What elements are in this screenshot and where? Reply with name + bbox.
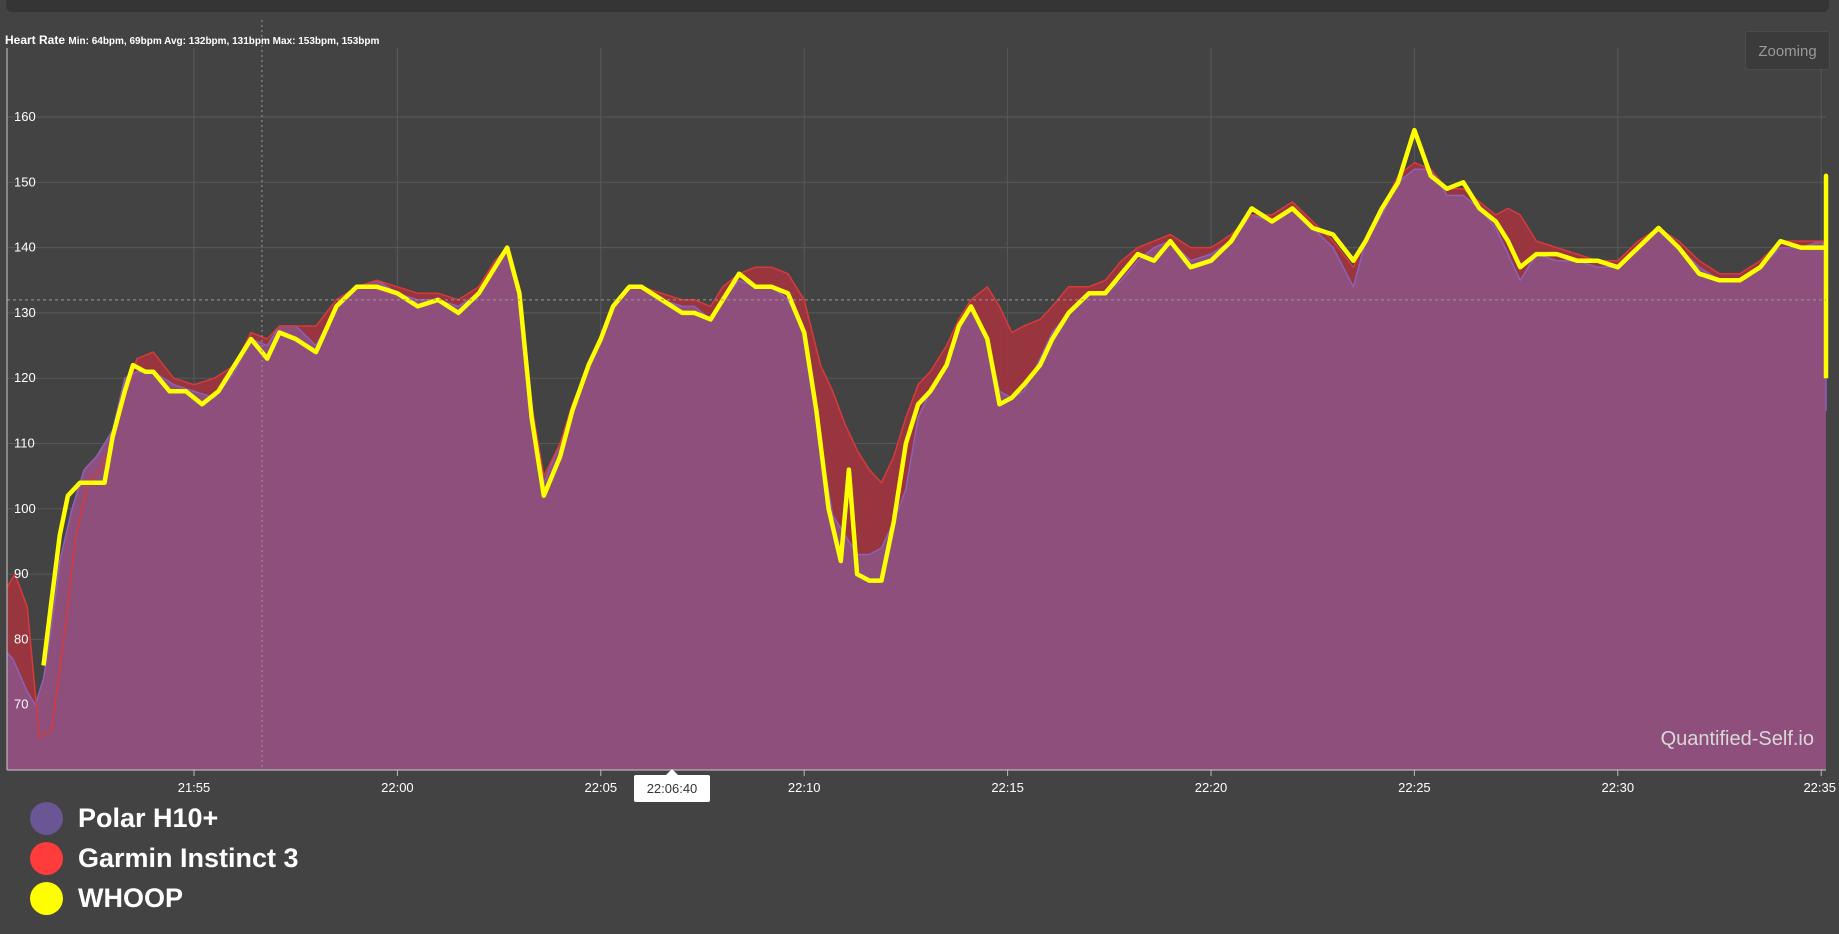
x-tick-label: 21:55 bbox=[178, 780, 211, 795]
chart-stats: Min: 64bpm, 69bpm Avg: 132bpm, 131bpm Ma… bbox=[68, 36, 380, 47]
x-tick-label: 22:20 bbox=[1195, 780, 1228, 795]
chart-header: Heart Rate Min: 64bpm, 69bpm Avg: 132bpm… bbox=[5, 33, 379, 47]
x-tick-label: 22:30 bbox=[1602, 780, 1635, 795]
heart-rate-chart[interactable]: 70 80 90 100 110 120 130 140 150 160 21:55 22:00 22:… bbox=[0, 0, 1839, 800]
x-tick-label: 22:05 bbox=[585, 780, 618, 795]
legend-dot-polar bbox=[30, 801, 63, 835]
chart-title: Heart Rate bbox=[5, 33, 66, 47]
x-tick-label: 22:15 bbox=[991, 780, 1024, 795]
x-tick-label: 22:25 bbox=[1398, 780, 1431, 795]
x-tick-label: 22:35 bbox=[1803, 780, 1836, 795]
y-tick-label: 80 bbox=[14, 631, 28, 646]
line-whoop bbox=[41, 127, 1829, 666]
line-garmin-instinct-3 bbox=[6, 161, 1827, 739]
y-tick-label: 160 bbox=[14, 109, 36, 124]
x-tick-label: 22:00 bbox=[381, 780, 414, 795]
chart-axes: 70 80 90 100 110 120 130 140 150 160 21:55 22:00 22:… bbox=[6, 48, 1836, 795]
y-tick-label: 90 bbox=[14, 566, 28, 581]
zoom-button[interactable]: Zooming bbox=[1745, 31, 1830, 70]
legend-item-whoop[interactable]: WHOOP bbox=[30, 878, 299, 918]
cursor-time-label: 22:06:40 bbox=[634, 769, 710, 802]
area-polar-h10- bbox=[7, 169, 1826, 770]
y-tick-label: 70 bbox=[14, 697, 28, 712]
legend-item-polar[interactable]: Polar H10+ bbox=[30, 798, 299, 838]
legend-label-whoop: WHOOP bbox=[78, 882, 183, 913]
y-tick-label: 100 bbox=[14, 501, 36, 516]
y-tick-label: 120 bbox=[14, 370, 36, 385]
legend-item-garmin[interactable]: Garmin Instinct 3 bbox=[30, 838, 299, 878]
x-tick-label: 22:10 bbox=[788, 780, 821, 795]
watermark: Quantified-Self.io bbox=[1660, 728, 1814, 750]
legend-dot-garmin bbox=[30, 841, 63, 875]
series-areas bbox=[7, 162, 1826, 770]
top-scrollbar[interactable] bbox=[6, 0, 1829, 12]
series-lines bbox=[6, 127, 1829, 739]
legend-label-polar: Polar H10+ bbox=[78, 802, 219, 833]
legend: Polar H10+ Garmin Instinct 3 WHOOP bbox=[30, 798, 299, 918]
crosshair bbox=[7, 20, 1826, 770]
y-tick-label: 150 bbox=[14, 174, 36, 189]
legend-dot-whoop bbox=[30, 881, 63, 915]
legend-label-garmin: Garmin Instinct 3 bbox=[78, 842, 299, 873]
y-tick-label: 130 bbox=[14, 305, 36, 320]
y-tick-label: 140 bbox=[14, 240, 36, 255]
y-tick-label: 110 bbox=[14, 436, 35, 451]
